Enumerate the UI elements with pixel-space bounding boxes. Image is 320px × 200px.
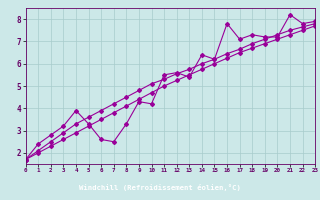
Text: Windchill (Refroidissement éolien,°C): Windchill (Refroidissement éolien,°C) (79, 184, 241, 191)
